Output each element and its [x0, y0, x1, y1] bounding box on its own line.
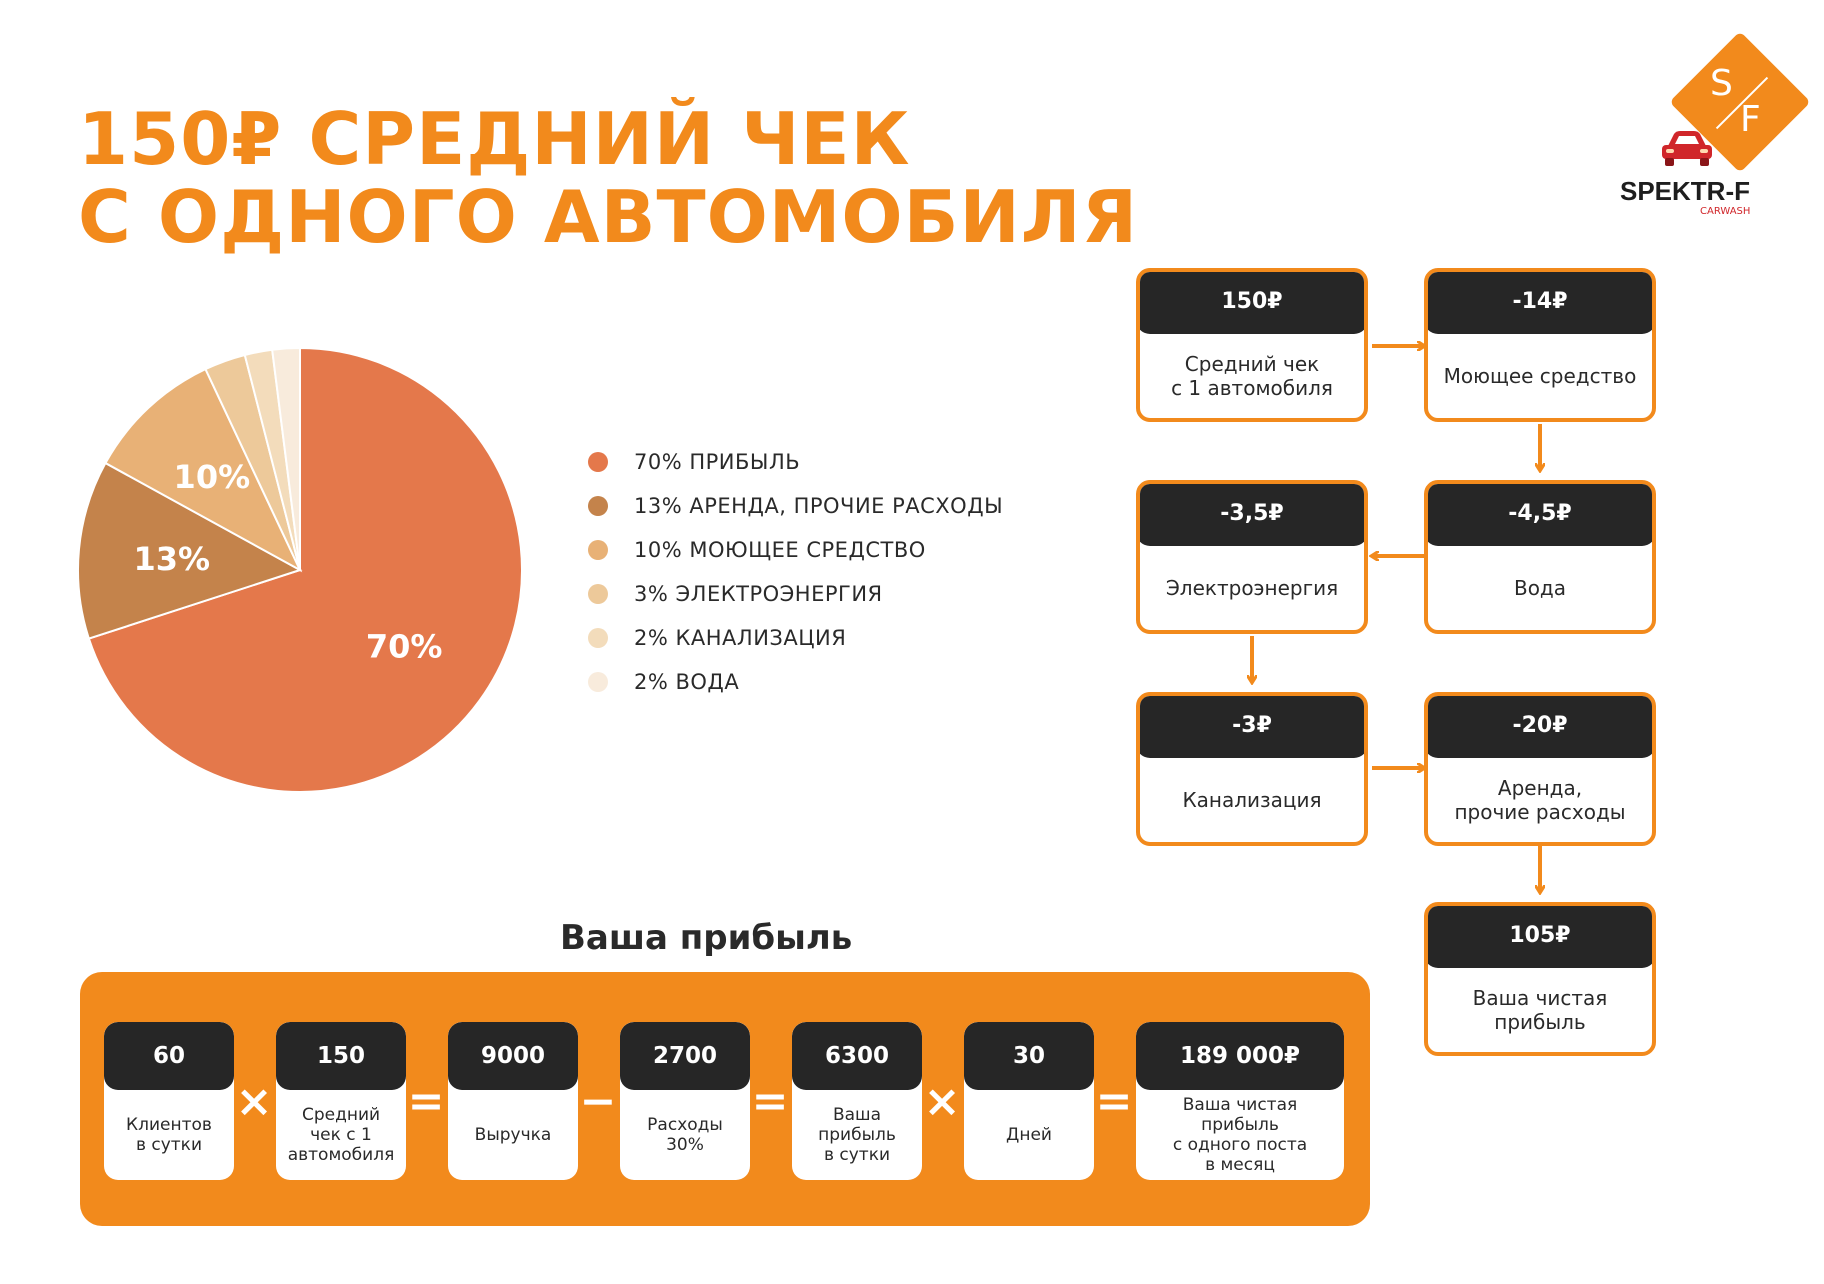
flow-card-average-check: 150₽ Средний чек с 1 автомобиля [1136, 268, 1368, 422]
pie-slice-1 [77, 461, 303, 640]
logo-letter-f: F [1740, 99, 1761, 140]
legend-swatch [588, 496, 608, 516]
profit-card-monthly-profit: 189 000₽ Ваша чистая прибыль с одного пост… [1136, 1022, 1344, 1180]
flow-card-label: Ваша чистая прибыль [1472, 986, 1608, 1034]
profit-card-value: 2700 [620, 1022, 750, 1090]
profit-card-label: Выручка [474, 1125, 552, 1145]
legend-swatch [588, 584, 608, 604]
flow-card-label: Моющее средство [1443, 364, 1637, 388]
legend-item: 10% МОЮЩЕЕ СРЕДСТВО [588, 528, 1003, 572]
flow-card-label: Электроэнергия [1165, 576, 1339, 600]
profit-card-average-check: 150 Средний чек с 1 автомобиля [276, 1022, 406, 1180]
pie-chart-svg: 70% 13% 10% [77, 346, 523, 793]
profit-card-value: 6300 [792, 1022, 922, 1090]
profit-section-title: Ваша прибыль [560, 918, 853, 958]
profit-card-label: Клиентов в сутки [126, 1115, 212, 1155]
flow-card-rent: -20₽ Аренда, прочие расходы [1424, 692, 1656, 846]
flow-card-label: Средний чек с 1 автомобиля [1171, 352, 1333, 400]
profit-card-label: Дней [1006, 1125, 1052, 1145]
flow-card-value: -20₽ [1428, 696, 1652, 758]
legend-label: 3% ЭЛЕКТРОЭНЕРГИЯ [634, 582, 883, 606]
flow-card-label: Аренда, прочие расходы [1454, 776, 1626, 824]
pie-slice-label-1: 13% [134, 540, 211, 578]
title-line-2: С ОДНОГО АВТОМОБИЛЯ [78, 175, 1139, 259]
flow-card-value: 150₽ [1140, 272, 1364, 334]
flow-card-sewage: -3₽ Канализация [1136, 692, 1368, 846]
flow-card-value: -3₽ [1140, 696, 1364, 758]
operator-equals-icon: = [1095, 1075, 1133, 1127]
flow-card-value: 105₽ [1428, 906, 1652, 968]
flow-card-electricity: -3,5₽ Электроэнергия [1136, 480, 1368, 634]
profit-card-expenses: 2700 Расходы 30% [620, 1022, 750, 1180]
pie-slice-2 [104, 367, 303, 573]
flow-card-value: -14₽ [1428, 272, 1652, 334]
pie-slice-label-2: 10% [174, 458, 251, 496]
flow-card-label: Вода [1513, 576, 1567, 600]
profit-card-label: Средний чек с 1 автомобиля [287, 1105, 395, 1165]
legend-item: 3% ЭЛЕКТРОЭНЕРГИЯ [588, 572, 1003, 616]
flow-card-detergent: -14₽ Моющее средство [1424, 268, 1656, 422]
car-icon [1662, 131, 1712, 166]
profit-card-value: 9000 [448, 1022, 578, 1090]
logo-letter-s: S [1710, 63, 1733, 104]
legend-label: 10% МОЮЩЕЕ СРЕДСТВО [634, 538, 926, 562]
profit-card-days: 30 Дней [964, 1022, 1094, 1180]
flow-card-net-profit: 105₽ Ваша чистая прибыль [1424, 902, 1656, 1056]
profit-card-value: 60 [104, 1022, 234, 1090]
pie-slice-0 [87, 346, 523, 793]
pie-slice-label-0: 70% [366, 628, 443, 666]
page-title: 150₽ СРЕДНИЙ ЧЕК С ОДНОГО АВТОМОБИЛЯ [78, 100, 1138, 256]
legend-label: 70% ПРИБЫЛЬ [634, 450, 801, 474]
flow-card-label: Канализация [1182, 788, 1322, 812]
legend-item: 13% АРЕНДА, ПРОЧИЕ РАСХОДЫ [588, 484, 1003, 528]
legend-item: 2% ВОДА [588, 660, 1003, 704]
legend-item: 2% КАНАЛИЗАЦИЯ [588, 616, 1003, 660]
logo-subtitle: CARWASH [1700, 206, 1751, 217]
flow-card-value: -4,5₽ [1428, 484, 1652, 546]
legend-label: 2% ВОДА [634, 670, 740, 694]
logo-wordmark: SPEKTR-F [1620, 176, 1750, 206]
legend-swatch [588, 540, 608, 560]
profit-card-label: Ваша чистая прибыль с одного поста в месяц [1172, 1095, 1308, 1175]
operator-equals-icon: = [407, 1075, 445, 1127]
logo-monogram: S F [1702, 62, 1782, 142]
brand-logo: S F SPEKTR-F CARWASH [1600, 31, 1811, 220]
legend-swatch [588, 628, 608, 648]
profit-card-daily-profit: 6300 Ваша прибыль в сутки [792, 1022, 922, 1180]
pie-slice-5 [271, 346, 301, 571]
profit-card-value: 189 000₽ [1136, 1022, 1344, 1090]
profit-card-revenue: 9000 Выручка [448, 1022, 578, 1180]
operator-equals-icon: = [751, 1075, 789, 1127]
chart-legend: 70% ПРИБЫЛЬ 13% АРЕНДА, ПРОЧИЕ РАСХОДЫ 10%… [588, 440, 1003, 704]
operator-multiply-icon: × [923, 1075, 961, 1127]
legend-label: 13% АРЕНДА, ПРОЧИЕ РАСХОДЫ [634, 494, 1004, 518]
legend-swatch [588, 672, 608, 692]
flow-card-water: -4,5₽ Вода [1424, 480, 1656, 634]
operator-multiply-icon: × [235, 1075, 273, 1127]
profit-card-value: 30 [964, 1022, 1094, 1090]
flow-card-value: -3,5₽ [1140, 484, 1364, 546]
legend-label: 2% КАНАЛИЗАЦИЯ [634, 626, 847, 650]
profit-card-label: Ваша прибыль в сутки [818, 1105, 896, 1165]
profit-card-clients: 60 Клиентов в сутки [104, 1022, 234, 1180]
pie-chart: 70% 13% 10% [70, 340, 530, 800]
title-line-1: 150₽ СРЕДНИЙ ЧЕК [78, 97, 911, 181]
legend-swatch [588, 452, 608, 472]
operator-minus-icon: − [579, 1075, 617, 1127]
legend-item: 70% ПРИБЫЛЬ [588, 440, 1003, 484]
profit-card-value: 150 [276, 1022, 406, 1090]
profit-card-label: Расходы 30% [647, 1115, 723, 1155]
